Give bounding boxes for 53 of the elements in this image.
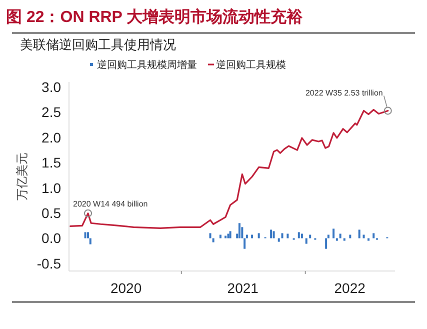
- y-tick-label: 2.5: [42, 104, 62, 120]
- bar: [349, 234, 352, 238]
- x-tick-label: 2021: [227, 280, 259, 296]
- bar: [227, 234, 230, 238]
- bar: [281, 233, 284, 238]
- bar: [278, 238, 280, 242]
- bar: [246, 234, 248, 238]
- bar: [229, 231, 232, 238]
- bar: [258, 233, 260, 238]
- bar: [309, 234, 312, 238]
- bar: [368, 238, 370, 241]
- bar: [286, 234, 289, 238]
- bar: [362, 234, 365, 238]
- bar: [272, 231, 275, 238]
- bar: [300, 234, 303, 238]
- bar: [87, 232, 90, 238]
- bar: [336, 238, 338, 241]
- bar: [332, 228, 335, 238]
- bar: [209, 233, 212, 238]
- y-tick-label: 0.5: [42, 205, 62, 222]
- y-tick-label: 1.0: [42, 180, 62, 196]
- bar: [325, 238, 328, 249]
- bar: [244, 238, 246, 249]
- chart-title: 图 22：ON RRP 大增表明市场流动性充裕: [6, 7, 304, 26]
- y-axis-title: 万亿美元: [15, 152, 29, 200]
- bar: [372, 233, 375, 238]
- bar: [339, 234, 342, 238]
- bar: [224, 236, 227, 238]
- bar: [343, 238, 346, 241]
- y-tick-label: 0.0: [42, 230, 62, 246]
- bar: [241, 227, 244, 238]
- bar: [305, 238, 308, 244]
- y-tick-label: 3.0: [42, 79, 62, 96]
- bar: [298, 232, 300, 238]
- annotation: 2020 W14 494 billion: [73, 199, 148, 208]
- bar: [358, 230, 360, 238]
- bar: [89, 238, 92, 244]
- bar: [219, 234, 222, 238]
- bar: [270, 230, 272, 238]
- x-tick-label: 2022: [334, 280, 366, 296]
- bar: [238, 223, 240, 238]
- bar: [84, 232, 86, 238]
- legend-label: 逆回购工具规模周增量: [97, 59, 197, 71]
- annotation: 2022 W35 2.53 trillion: [305, 88, 383, 98]
- legend-label: 逆回购工具规模: [216, 59, 286, 71]
- bar: [327, 234, 330, 238]
- y-tick-label: -0.5: [36, 255, 62, 272]
- x-tick-label: 2020: [110, 280, 142, 296]
- y-tick-label: 2.0: [42, 129, 62, 146]
- chart-subtitle: 美联储逆回购工具使用情况: [20, 37, 176, 52]
- y-tick-label: 1.5: [42, 154, 62, 171]
- bar: [251, 234, 254, 238]
- bar: [212, 238, 214, 242]
